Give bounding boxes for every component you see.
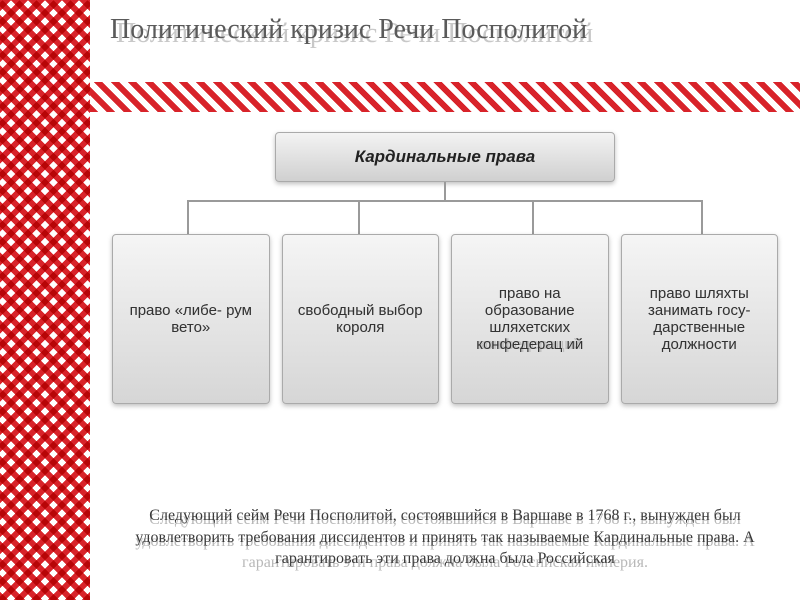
diagram-child: право шляхты занимать госу- дарственные … xyxy=(621,234,779,404)
child-label: свободный выбор короля xyxy=(291,302,431,336)
body-text: Следующий сейм Речи Посполитой, состоявш… xyxy=(120,505,770,570)
diagram-child: право на образование шляхетских конфедер… xyxy=(451,234,609,404)
diagram-children: право «либе- рум вето» право «либе- рум … xyxy=(110,234,780,404)
diagram-child: право «либе- рум вето» право «либе- рум … xyxy=(112,234,270,404)
diagram-child: свободный выбор короля свободный выбор к… xyxy=(282,234,440,404)
diagram-root: Кардинальные права xyxy=(275,132,615,182)
child-label: право «либе- рум вето» xyxy=(121,302,261,336)
ornament-left xyxy=(0,0,90,600)
diagram-connectors xyxy=(110,182,780,234)
child-label: право на образование шляхетских конфедер… xyxy=(460,285,600,353)
hierarchy-diagram: Кардинальные права право «либе- рум вето… xyxy=(110,132,780,442)
page-title: Политический кризис Речи Посполитой xyxy=(110,14,780,46)
child-label: право шляхты занимать госу- дарственные … xyxy=(630,285,770,353)
slide-content: Политический кризис Речи Посполитой Поли… xyxy=(110,14,780,590)
